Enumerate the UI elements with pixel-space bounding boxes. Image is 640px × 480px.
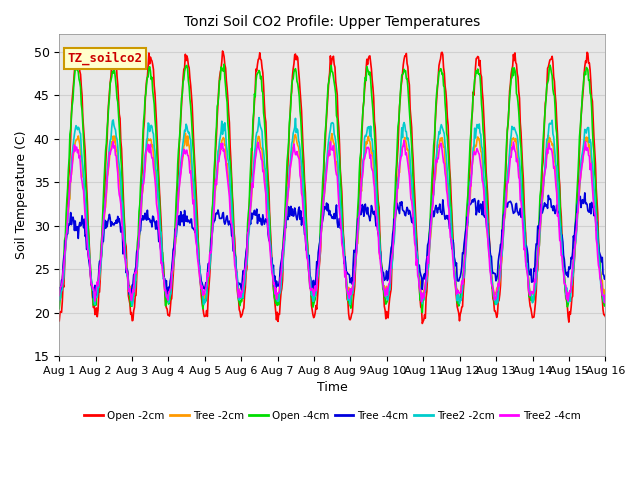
Tree2 -4cm bbox=[415, 284, 423, 290]
Open -4cm bbox=[399, 71, 407, 76]
Tree2 -4cm bbox=[206, 252, 214, 257]
Tree -2cm bbox=[602, 295, 609, 300]
Tree -4cm bbox=[399, 207, 406, 213]
Tree -4cm bbox=[602, 274, 609, 280]
Tree -4cm bbox=[581, 190, 589, 196]
Tree2 -2cm bbox=[400, 120, 408, 125]
Tree -2cm bbox=[122, 260, 130, 266]
Tree2 -4cm bbox=[177, 171, 184, 177]
Tree -2cm bbox=[182, 130, 189, 136]
Open -2cm bbox=[65, 168, 73, 174]
Tree -4cm bbox=[56, 297, 63, 302]
Tree -4cm bbox=[415, 269, 422, 275]
Open -2cm bbox=[415, 283, 423, 289]
Tree -2cm bbox=[65, 198, 73, 204]
Tree2 -2cm bbox=[65, 197, 73, 203]
Open -2cm bbox=[219, 48, 227, 54]
Tree -2cm bbox=[92, 300, 100, 306]
Open -4cm bbox=[220, 61, 228, 67]
Open -4cm bbox=[415, 278, 423, 284]
Tree -4cm bbox=[122, 252, 129, 258]
Tree -4cm bbox=[65, 222, 73, 228]
Tree2 -2cm bbox=[416, 286, 424, 291]
Tree2 -2cm bbox=[178, 153, 186, 159]
Line: Open -2cm: Open -2cm bbox=[60, 51, 605, 324]
Open -2cm bbox=[399, 61, 407, 67]
Tree -2cm bbox=[178, 163, 186, 169]
Tree2 -4cm bbox=[56, 292, 63, 298]
Open -4cm bbox=[122, 250, 129, 256]
Open -4cm bbox=[419, 310, 426, 315]
Open -4cm bbox=[206, 266, 214, 272]
Tree2 -2cm bbox=[122, 255, 129, 261]
Open -4cm bbox=[602, 298, 609, 304]
Open -2cm bbox=[206, 274, 214, 279]
Tree2 -4cm bbox=[122, 257, 129, 263]
Line: Open -4cm: Open -4cm bbox=[60, 64, 605, 312]
Line: Tree2 -4cm: Tree2 -4cm bbox=[60, 141, 605, 303]
Tree2 -4cm bbox=[65, 194, 73, 200]
Tree2 -2cm bbox=[602, 300, 609, 305]
X-axis label: Time: Time bbox=[317, 382, 348, 395]
Open -4cm bbox=[65, 155, 73, 161]
Open -2cm bbox=[56, 318, 63, 324]
Tree2 -2cm bbox=[255, 115, 263, 120]
Open -4cm bbox=[177, 112, 184, 118]
Tree -2cm bbox=[416, 278, 424, 284]
Tree -2cm bbox=[207, 243, 215, 249]
Tree2 -4cm bbox=[601, 300, 609, 306]
Tree -4cm bbox=[177, 209, 184, 215]
Open -2cm bbox=[602, 313, 609, 319]
Line: Tree -4cm: Tree -4cm bbox=[60, 193, 605, 300]
Open -2cm bbox=[122, 240, 129, 245]
Open -4cm bbox=[56, 306, 63, 312]
Tree -2cm bbox=[400, 138, 408, 144]
Legend: Open -2cm, Tree -2cm, Open -4cm, Tree -4cm, Tree2 -2cm, Tree2 -4cm: Open -2cm, Tree -2cm, Open -4cm, Tree -4… bbox=[80, 407, 584, 425]
Open -2cm bbox=[419, 321, 426, 326]
Tree -2cm bbox=[56, 289, 63, 295]
Line: Tree2 -2cm: Tree2 -2cm bbox=[60, 118, 605, 306]
Text: TZ_soilco2: TZ_soilco2 bbox=[67, 52, 143, 65]
Tree2 -4cm bbox=[602, 292, 609, 298]
Tree2 -2cm bbox=[56, 293, 63, 299]
Tree -4cm bbox=[206, 260, 214, 266]
Title: Tonzi Soil CO2 Profile: Upper Temperatures: Tonzi Soil CO2 Profile: Upper Temperatur… bbox=[184, 15, 481, 29]
Tree2 -4cm bbox=[400, 138, 408, 144]
Line: Tree -2cm: Tree -2cm bbox=[60, 133, 605, 303]
Tree2 -2cm bbox=[207, 258, 214, 264]
Y-axis label: Soil Temperature (C): Soil Temperature (C) bbox=[15, 131, 28, 260]
Open -2cm bbox=[177, 115, 184, 121]
Tree2 -4cm bbox=[399, 144, 406, 150]
Tree2 -2cm bbox=[129, 303, 136, 309]
